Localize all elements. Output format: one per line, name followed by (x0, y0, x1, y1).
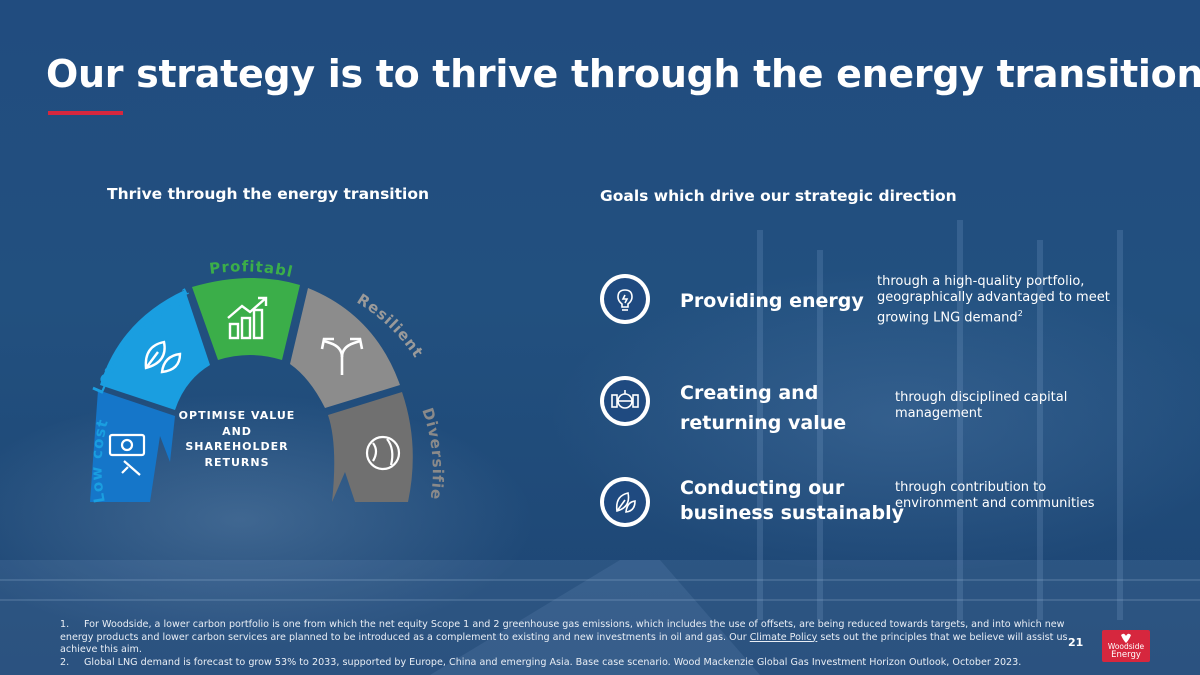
center-label-line: SHAREHOLDER (185, 440, 289, 453)
label-lower-carbon-sup: 1 (181, 287, 192, 299)
label-low-cost: Low cost (87, 417, 111, 504)
goal-sustainable-desc: through contribution to environment and … (895, 480, 1095, 511)
climate-policy-link[interactable]: Climate Policy (749, 631, 818, 643)
footnotes: 1. For Woodside, a lower carbon portfolio… (60, 619, 1080, 669)
goal-creating-value-title: Creating and returning value (680, 382, 847, 434)
segment-lower-carbon (100, 290, 210, 410)
page-number: 21 (1068, 636, 1084, 649)
growth-chart-icon (227, 296, 268, 340)
logo-line1: Woodside (1107, 642, 1145, 651)
left-heading: Thrive through the energy transition (107, 185, 430, 203)
goal-providing-energy-icon (600, 274, 650, 324)
lightbulb-icon (617, 289, 633, 311)
label-profitable: Profitable (10, 240, 294, 281)
goal-providing-energy-desc: through a high-quality portfolio, geogra… (877, 274, 1110, 326)
strategy-arc-diagram: Low cost Lower Carbon1 Profitable Resili… (10, 240, 446, 504)
goal-creating-value-desc: through disciplined capital management (895, 390, 1068, 421)
svg-text:Low cost: Low cost (87, 417, 112, 504)
center-label-line: RETURNS (204, 455, 270, 469)
goal-providing-energy-title: Providing energy (680, 290, 864, 312)
globe-leaf-icon (365, 435, 401, 471)
leaf-icon (144, 340, 182, 374)
goal-creating-value-icon (600, 376, 650, 426)
goal-sustainable-title: Conducting our business sustainably (680, 477, 905, 524)
footnote-2: 2. Global LNG demand is forecast to grow … (60, 656, 1022, 668)
segment-diversified (328, 392, 413, 502)
valve-icon (611, 390, 639, 409)
svg-text:Profitable: Profitable (10, 240, 295, 281)
woodside-logo-mark-icon (1121, 633, 1131, 643)
logo-line2: Energy (1111, 650, 1141, 660)
leaf-icon (615, 492, 636, 513)
right-heading: Goals which drive our strategic directio… (600, 187, 957, 205)
money-wrench-icon (108, 433, 146, 476)
center-label-line: OPTIMISE VALUE (178, 409, 296, 422)
slide-title: Our strategy is to thrive through the en… (46, 52, 1200, 96)
center-label: OPTIMISE VALUE AND SHAREHOLDER RETURNS (166, 408, 308, 470)
branching-arrows-icon (320, 337, 364, 375)
center-label-line: AND (222, 424, 252, 438)
woodside-logo: Woodside Energy (1102, 630, 1150, 662)
goal-sustainable-icon (600, 477, 650, 527)
title-accent-bar (48, 111, 123, 115)
footnote-1: 1. For Woodside, a lower carbon portfolio… (60, 619, 1068, 655)
